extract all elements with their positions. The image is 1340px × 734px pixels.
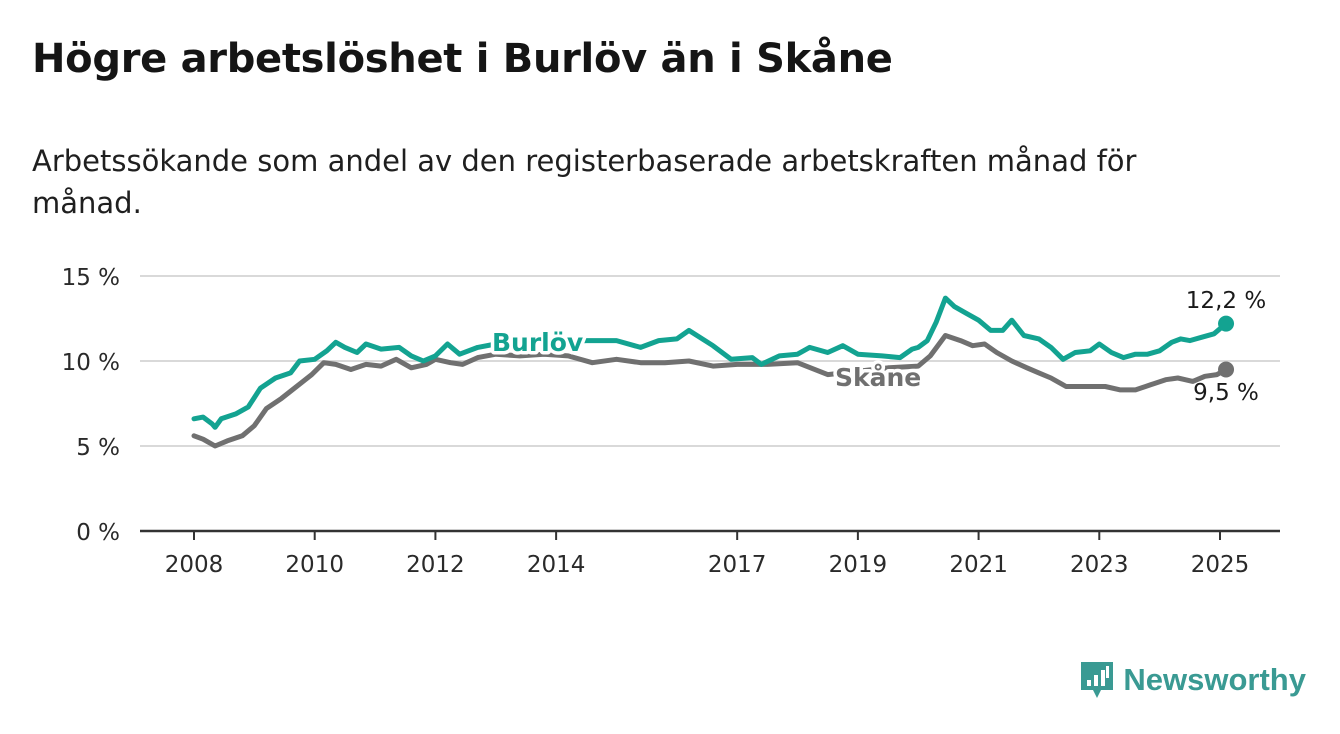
x-tick-label: 2019: [829, 552, 888, 578]
y-tick-label: 10 %: [62, 350, 120, 376]
x-tick-label: 2017: [708, 552, 767, 578]
y-tick-label: 5 %: [76, 435, 120, 461]
end-value-label: 9,5 %: [1193, 380, 1259, 406]
series-line-burlov: [191, 295, 1229, 430]
chart-title: Högre arbetslöshet i Burlöv än i Skåne: [32, 36, 893, 82]
series-end-point: [1218, 315, 1235, 332]
y-tick-label: 0 %: [76, 520, 120, 546]
x-tick-label: 2023: [1070, 552, 1129, 578]
end-value-label: 12,2 %: [1186, 288, 1266, 314]
brand-name: Newsworthy: [1123, 662, 1306, 697]
series-label-skane: Skåne: [835, 363, 921, 392]
series-end-point: [1218, 361, 1235, 378]
x-tick-label: 2010: [285, 552, 344, 578]
x-tick-label: 2014: [527, 552, 586, 578]
chart-subtitle: Arbetssökande som andel av den registerb…: [32, 144, 1137, 220]
brand-logo: Newsworthy: [1079, 660, 1306, 700]
x-tick-label: 2021: [949, 552, 1008, 578]
x-tick-label: 2012: [406, 552, 465, 578]
newsworthy-logo-icon: [1081, 662, 1114, 698]
x-tick-label: 2008: [165, 552, 224, 578]
series-line-skane: [191, 333, 1229, 449]
y-tick-label: 15 %: [62, 265, 120, 291]
series-label-burlov: Burlöv: [492, 328, 583, 357]
x-tick-label: 2025: [1191, 552, 1250, 578]
